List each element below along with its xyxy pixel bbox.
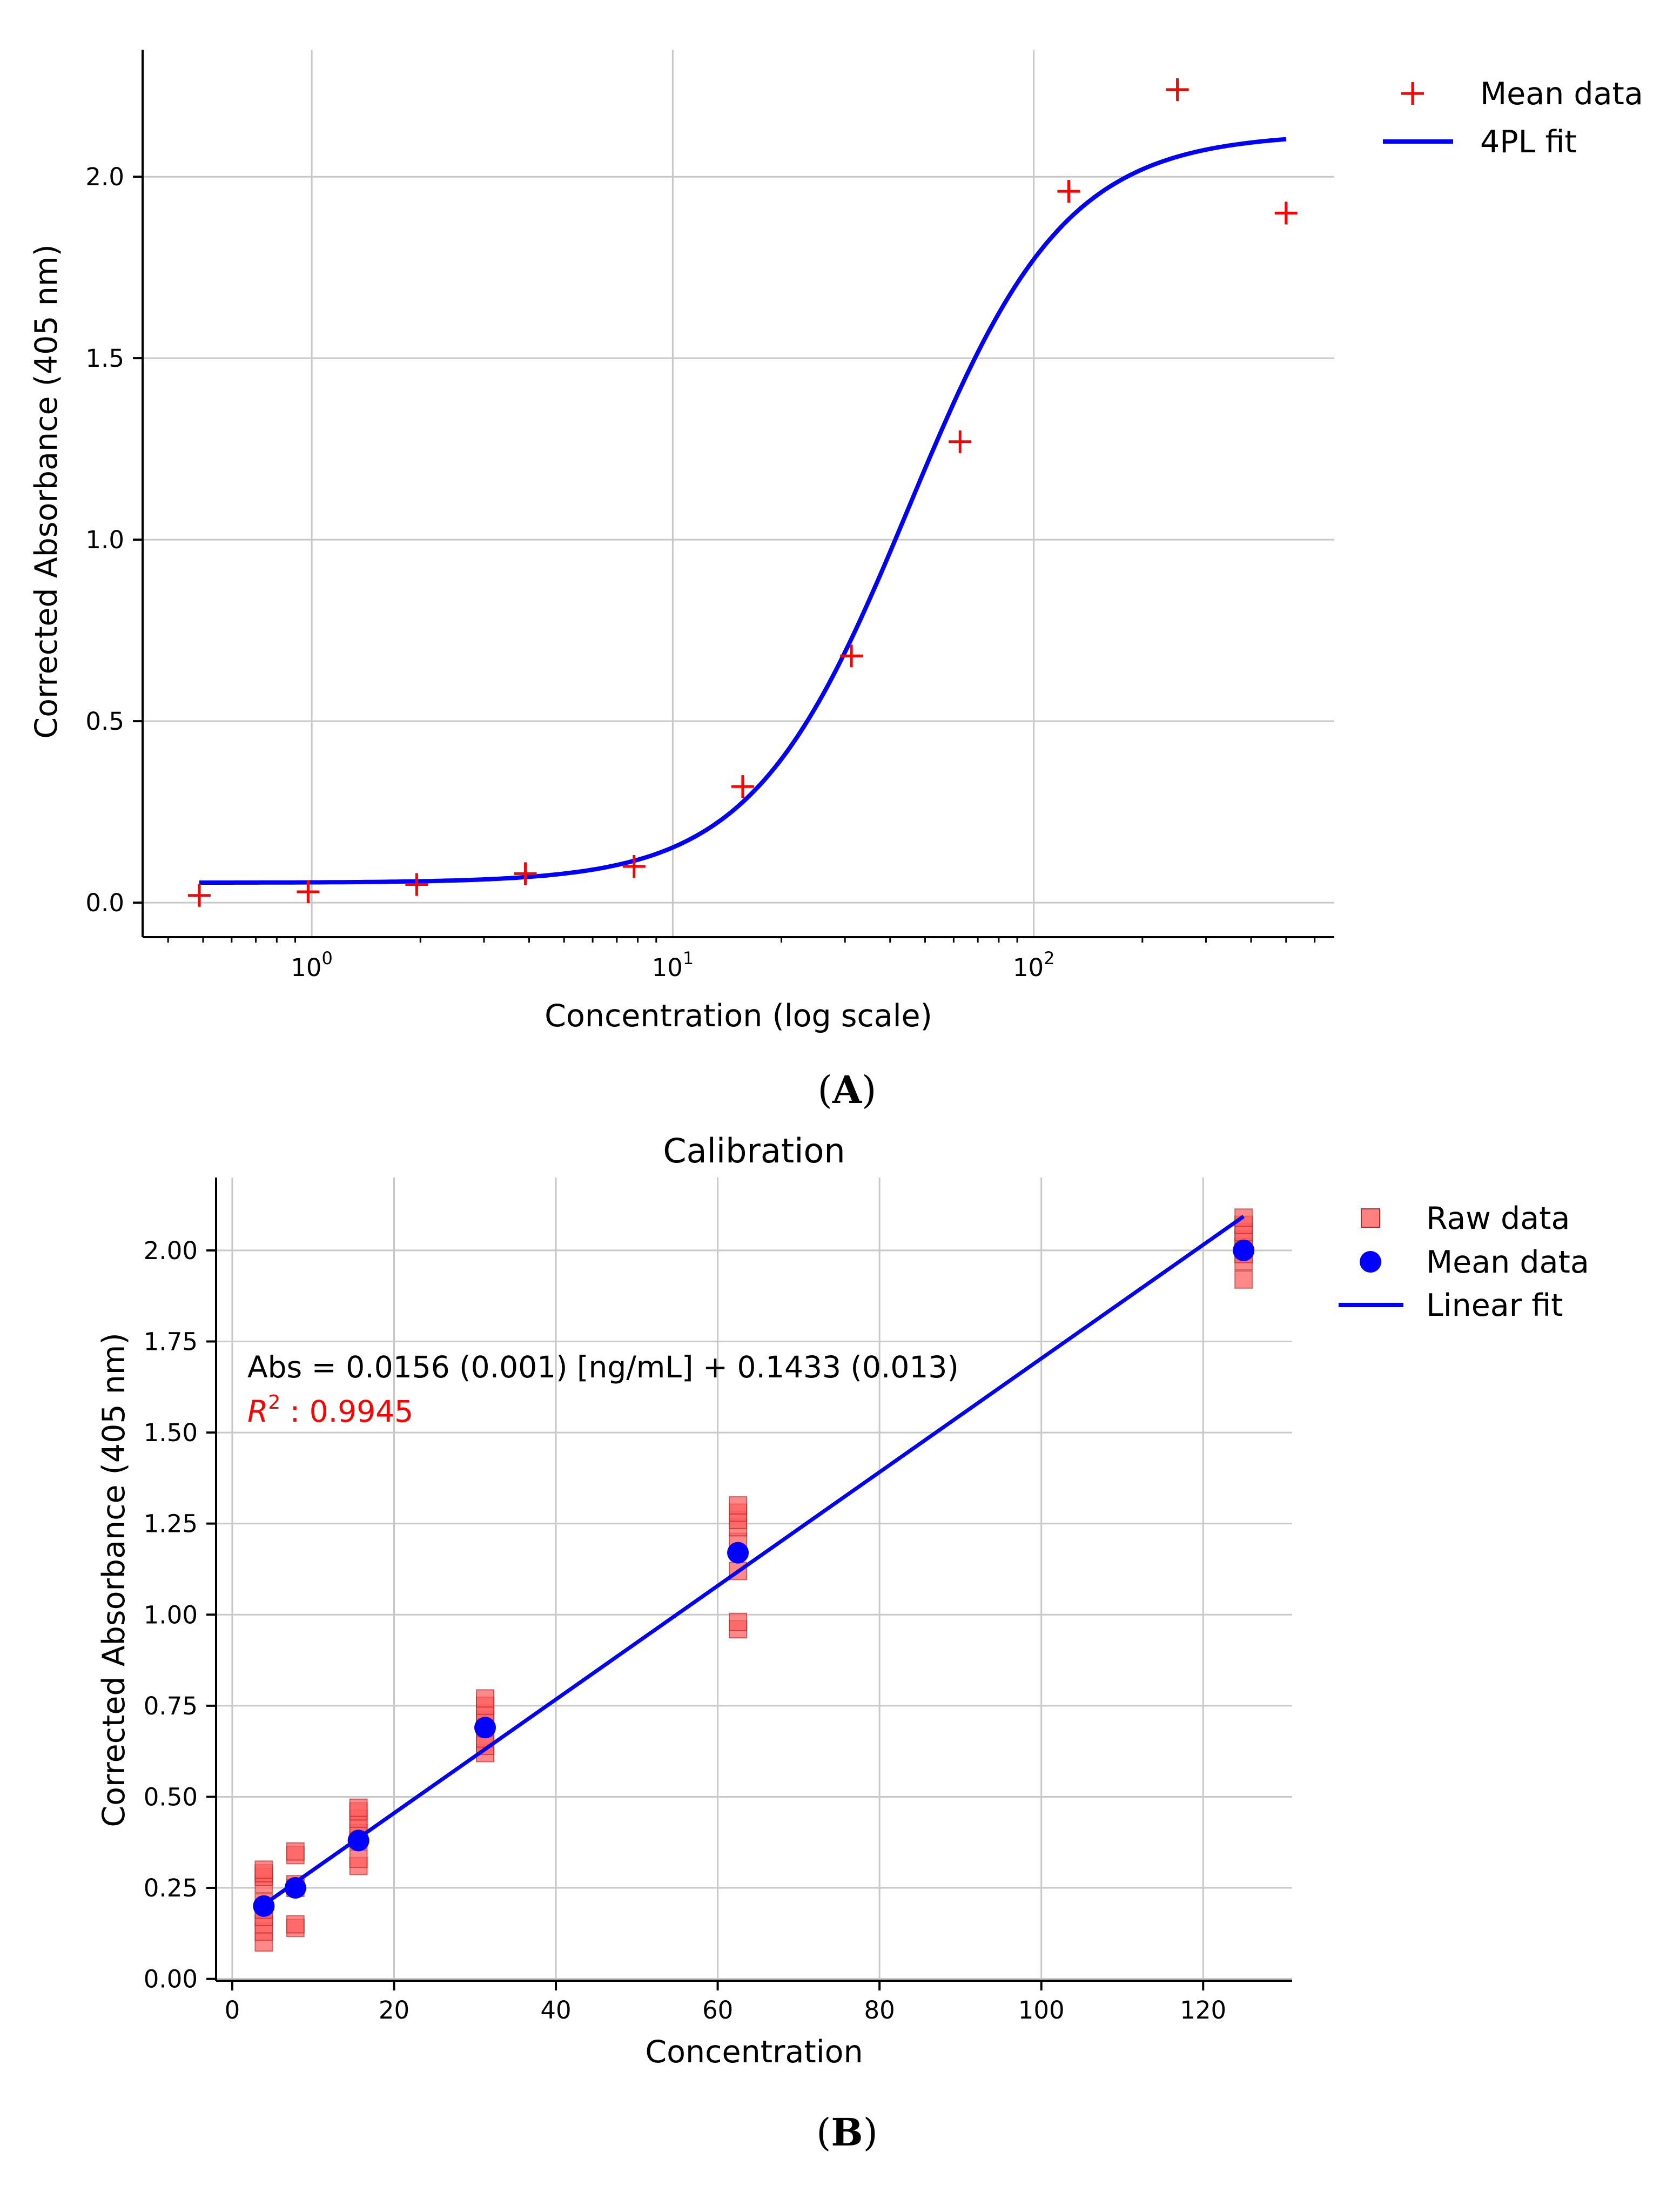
a-y-tick-label: 1.5 <box>85 344 124 373</box>
b-legend: Raw data Mean data Linear fit <box>1339 1201 1589 1323</box>
b-y-tick-label: 1.25 <box>144 1510 198 1538</box>
panel-label-a: (A) <box>818 1067 877 1112</box>
a-y-tick-label: 0.5 <box>85 707 124 736</box>
panel-label-a-letter: A <box>832 1067 863 1112</box>
b-x-tick-label: 100 <box>1018 1996 1065 2024</box>
b-mean-data-point <box>1233 1239 1255 1261</box>
b-mean-data-point <box>727 1542 749 1564</box>
b-raw-data-point <box>349 1798 368 1817</box>
b-y-tick-label: 2.00 <box>144 1236 198 1265</box>
b-chart-title: Calibration <box>663 1131 845 1171</box>
a-x-tick-label: 101 <box>652 948 694 982</box>
b-mean-data-point <box>347 1829 369 1852</box>
b-legend-mean-label: Mean data <box>1426 1245 1589 1280</box>
b-linear-fit-line <box>263 1215 1245 1906</box>
b-axes <box>215 1178 1292 1982</box>
b-legend-raw-label: Raw data <box>1426 1201 1570 1236</box>
a-x-tick-exp: 0 <box>322 948 333 968</box>
a-legend: Mean data 4PL fit <box>1383 76 1643 160</box>
b-mean-data-point <box>253 1895 275 1917</box>
b-y-tick-label: 1.50 <box>144 1418 198 1447</box>
b-ticks: 0 20 40 60 80 100 120 0.00 0.25 0.50 0.75 1.00 1.25 1… <box>144 1236 1226 2024</box>
b-equation-annotation: Abs = 0.0156 (0.001) [ng/mL] + 0.1433 (0… <box>247 1350 959 1384</box>
a-y-tick-label: 0.0 <box>85 889 124 917</box>
a-plot-area <box>187 78 1298 907</box>
a-x-tick-exp: 1 <box>683 948 694 968</box>
b-r2-superscript: 2 <box>268 1391 280 1414</box>
a-gridlines <box>143 50 1334 937</box>
a-x-tick-base: 10 <box>291 953 321 982</box>
a-axes <box>142 50 1334 938</box>
panel-label-b-letter: B <box>831 2110 863 2155</box>
b-r2-symbol: R <box>247 1394 268 1429</box>
b-raw-data-point <box>286 1915 305 1934</box>
b-raw-data-point <box>286 1842 305 1861</box>
a-4pl-fit-line <box>199 137 1287 885</box>
b-mean-data-point <box>284 1877 306 1899</box>
b-r2-value: : 0.9945 <box>280 1394 413 1429</box>
b-y-tick-label: 1.75 <box>144 1327 198 1356</box>
a-y-tick-label: 2.0 <box>85 163 124 191</box>
b-legend-mean-marker <box>1360 1251 1381 1273</box>
a-x-tick-base: 10 <box>1013 953 1044 982</box>
b-y-tick-label: 0.50 <box>144 1783 198 1811</box>
b-r2-annotation: R2 : 0.9945 <box>247 1391 413 1429</box>
b-y-tick-label: 0.00 <box>144 1965 198 1994</box>
b-x-tick-label: 0 <box>225 1996 240 2024</box>
b-raw-data-point <box>1234 1270 1253 1289</box>
b-legend-raw-marker <box>1361 1208 1380 1228</box>
a-x-axis-label: Concentration (log scale) <box>545 998 932 1034</box>
b-y-tick-label: 0.25 <box>144 1874 198 1902</box>
a-x-tick-exp: 2 <box>1044 948 1054 968</box>
a-y-axis-label: Corrected Absorbance (405 nm) <box>29 244 64 738</box>
a-legend-fit-label: 4PL fit <box>1480 124 1577 160</box>
a-mean-data-point <box>1274 201 1298 225</box>
b-plot-area <box>253 1208 1255 1952</box>
b-x-tick-label: 40 <box>540 1996 571 2024</box>
a-legend-mean-marker <box>1401 82 1424 105</box>
a-mean-data-point <box>187 884 211 907</box>
b-gridlines <box>216 1178 1292 1981</box>
a-legend-mean-label: Mean data <box>1480 76 1643 112</box>
a-x-tick-base: 10 <box>652 953 683 982</box>
b-x-axis-label: Concentration <box>645 2034 863 2070</box>
a-mean-data-point <box>1166 78 1189 101</box>
b-raw-data-point <box>349 1849 368 1868</box>
b-raw-data-point <box>476 1689 494 1708</box>
a-mean-data-point <box>949 430 972 453</box>
a-mean-data-point <box>1057 180 1080 203</box>
b-mean-data-point <box>474 1717 496 1739</box>
a-y-tick-label: 1.0 <box>85 526 124 554</box>
a-x-tick-label: 102 <box>1013 948 1055 982</box>
b-x-tick-label: 80 <box>864 1996 895 2024</box>
b-y-tick-label: 0.75 <box>144 1692 198 1720</box>
a-x-tick-label: 100 <box>291 948 333 982</box>
b-x-tick-label: 120 <box>1180 1996 1226 2024</box>
b-x-tick-label: 60 <box>702 1996 733 2024</box>
a-mean-data-point <box>405 873 428 896</box>
a-mean-data-point <box>731 775 754 798</box>
b-x-tick-label: 20 <box>379 1996 409 2024</box>
a-mean-data-point <box>514 862 537 885</box>
b-y-tick-label: 1.00 <box>144 1600 198 1629</box>
b-raw-data-point <box>729 1496 748 1515</box>
b-legend-fit-label: Linear fit <box>1426 1288 1563 1323</box>
b-y-axis-label: Corrected Absorbance (405 nm) <box>96 1333 132 1827</box>
b-raw-data-point <box>254 1860 273 1879</box>
a-mean-data-point <box>622 855 646 878</box>
a-mean-data-point <box>840 644 863 668</box>
panel-b: Calibration 0 20 40 60 80 100 1200.000.250.500… <box>96 1131 1589 2155</box>
a-mean-data-point <box>297 880 320 904</box>
b-raw-data-point <box>729 1612 748 1631</box>
panel-label-b: (B) <box>816 2110 878 2155</box>
